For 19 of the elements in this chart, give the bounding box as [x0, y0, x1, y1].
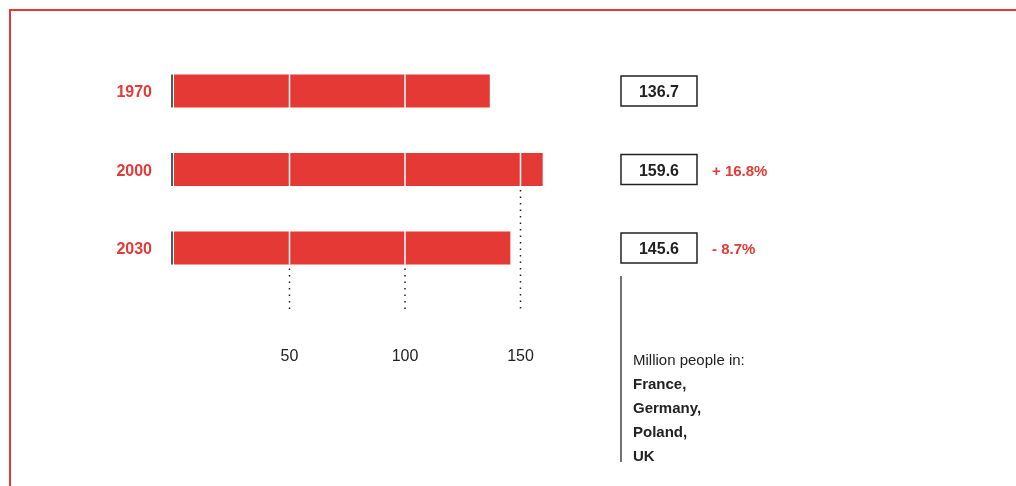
text: Poland, [633, 423, 688, 440]
x-tick-label: 50 [280, 347, 299, 364]
data-label: 159.6 [638, 161, 680, 179]
x-tick-label: 100 [391, 347, 419, 364]
bar [174, 231, 511, 265]
bar [174, 153, 543, 186]
data-label: 136.7 [638, 83, 680, 100]
y-tick-label: 2030 [116, 240, 153, 257]
bar [174, 74, 490, 108]
text: Million people in: [633, 351, 745, 368]
y-tick-label: 2000 [116, 161, 153, 179]
text: Germany, [633, 399, 702, 416]
text: - 8.7% [712, 240, 756, 257]
data-label: 145.6 [638, 240, 680, 257]
y-tick-label: 1970 [116, 83, 153, 100]
text: + 16.8% [712, 161, 768, 179]
text: UK [633, 447, 655, 464]
x-tick-label: 150 [507, 347, 534, 364]
text: France, [633, 375, 687, 392]
